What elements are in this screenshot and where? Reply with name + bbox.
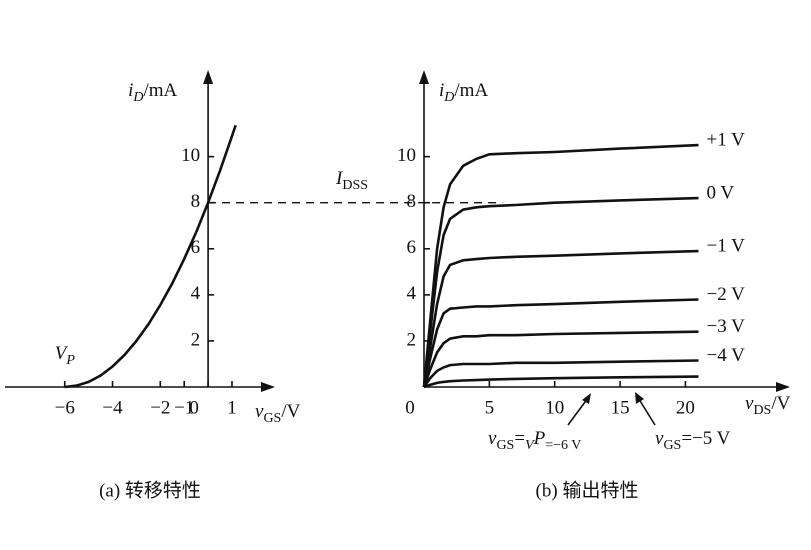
x-axis-label-part: /V	[771, 393, 790, 414]
annotation-part: P	[65, 353, 75, 368]
y-tick-label: 2	[407, 329, 417, 350]
y-tick-label: 2	[191, 329, 201, 350]
curve	[423, 375, 699, 389]
y-axis-label-part: i	[128, 80, 133, 101]
x-axis-label-part: /V	[281, 401, 300, 422]
arrow-head	[582, 393, 591, 404]
series-label: −1 V	[707, 235, 746, 256]
y-tick-label: 6	[191, 237, 201, 258]
y-axis-label-part: /mA	[144, 80, 178, 101]
curve	[422, 359, 699, 388]
x-axis-arrow	[776, 382, 790, 392]
x-axis-label-part: DS	[753, 403, 771, 418]
x-tick-label: −2	[150, 397, 170, 418]
y-tick-label: 4	[191, 283, 201, 304]
y-tick-label: 10	[397, 145, 416, 166]
y-axis-label-part: D	[132, 90, 143, 105]
series-label: −4 V	[707, 345, 746, 366]
x-axis-arrow	[261, 382, 275, 392]
curve	[422, 196, 699, 388]
curve	[422, 143, 699, 388]
x-axis-label: vGS/V	[255, 401, 301, 426]
reference-label: IDSS	[335, 168, 368, 193]
arrow-line	[567, 397, 589, 426]
annotation-part: =−5 V	[681, 428, 730, 449]
annotation: vGS=−5 V	[655, 428, 731, 453]
annotation-part: GS	[663, 438, 681, 453]
x-tick-label: 10	[545, 397, 564, 418]
y-tick-label: 10	[181, 145, 200, 166]
y-axis-label-part: i	[439, 80, 444, 101]
x-tick-label: 0	[405, 397, 415, 418]
x-tick-label: 5	[485, 397, 495, 418]
arrow-head	[635, 392, 644, 404]
x-tick-label: 15	[611, 397, 630, 418]
annotation-part: =	[514, 428, 525, 449]
y-axis-label-part: /mA	[454, 80, 488, 101]
x-tick-label: −6	[55, 397, 75, 418]
annotation-part: V	[55, 343, 69, 364]
reference-label-part: DSS	[342, 178, 368, 193]
curve	[422, 249, 699, 388]
series-label: +1 V	[707, 129, 746, 150]
x-tick-label: −4	[102, 397, 123, 418]
y-tick-label: 4	[407, 283, 417, 304]
annotation-part: =−6 V	[545, 438, 581, 453]
y-axis-label: iD/mA	[128, 80, 177, 105]
y-tick-label: 8	[191, 191, 201, 212]
annotation-part: GS	[496, 438, 514, 453]
y-axis-label-part: D	[443, 90, 454, 105]
x-axis-label-part: GS	[263, 411, 281, 426]
x-tick-label: 20	[676, 397, 695, 418]
y-axis-arrow	[419, 70, 429, 84]
x-axis-label: vDS/V	[745, 393, 791, 418]
annotation-part: v	[655, 428, 664, 449]
y-tick-label: 6	[407, 237, 417, 258]
x-tick-label: 0	[189, 397, 199, 418]
curve	[422, 330, 699, 388]
annotation: vGS=VP=−6 V	[488, 428, 581, 453]
curve	[422, 298, 699, 388]
series-label: 0 V	[707, 182, 735, 203]
annotation-part: V	[525, 438, 535, 453]
annotation-part: v	[488, 428, 497, 449]
curve	[64, 124, 237, 389]
x-tick-label: 1	[227, 397, 237, 418]
annotation-part: P	[533, 428, 546, 449]
x-tick-label: −1	[174, 397, 194, 418]
caption: (b) 输出特性	[536, 479, 639, 501]
y-axis-label: iD/mA	[439, 80, 488, 105]
x-axis-label-part: v	[255, 401, 264, 422]
y-tick-label: 8	[407, 191, 417, 212]
caption: (a) 转移特性	[99, 479, 201, 501]
reference-label-part: I	[335, 168, 344, 189]
annotation: VP	[55, 343, 76, 368]
series-label: −2 V	[707, 284, 746, 305]
y-axis-arrow	[203, 70, 214, 84]
series-label: −3 V	[707, 316, 746, 337]
x-axis-label-part: v	[745, 393, 754, 414]
